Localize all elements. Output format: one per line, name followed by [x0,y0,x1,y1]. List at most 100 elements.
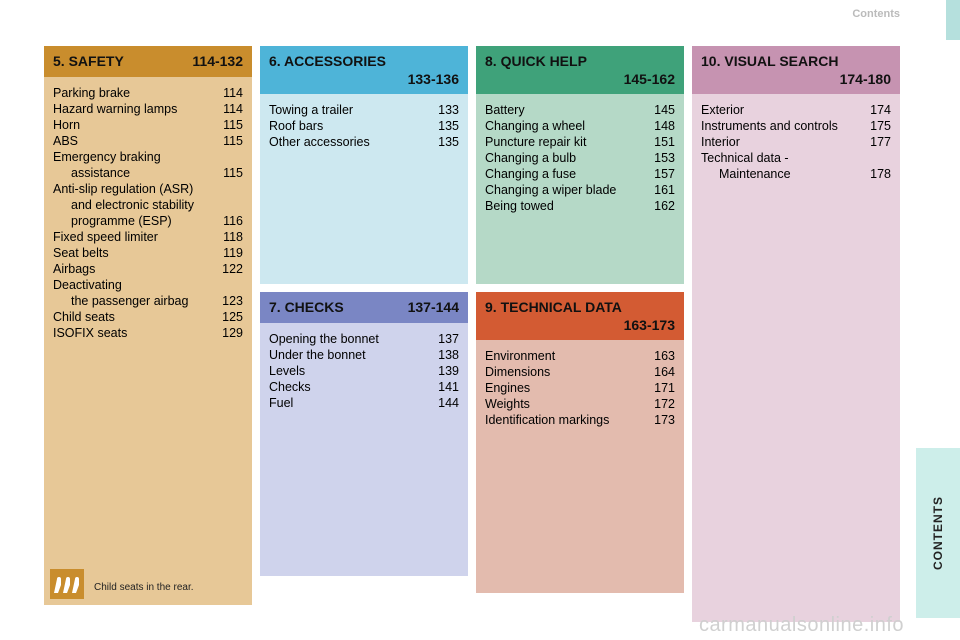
item-page: 137 [429,331,459,347]
side-accent-top [946,0,960,40]
table-row: Technical data - Maintenance178 [701,150,891,182]
table-row: Weights172 [485,396,675,412]
item-label: Other accessories [269,134,429,150]
table-row: Changing a wheel148 [485,118,675,134]
card-tech-title: 9. TECHNICAL DATA [485,299,622,315]
card-checks-range: 137-144 [408,299,459,317]
item-page: 135 [429,134,459,150]
item-page: 122 [213,261,243,277]
item-cont: the passenger airbag [53,293,213,309]
table-row: Towing a trailer133 [269,102,459,118]
table-row: Horn115 [53,117,243,133]
item-label: Dimensions [485,364,645,380]
item-label: Instruments and controls [701,118,861,134]
item-page: 157 [645,166,675,182]
table-row: Opening the bonnet137 [269,331,459,347]
item-page: 115 [213,165,243,181]
table-row: Other accessories135 [269,134,459,150]
card-visual-head: 10. VISUAL SEARCH 174-180 [692,46,900,94]
table-row: Deactivating the passenger airbag123 [53,277,243,309]
table-row: Exterior174 [701,102,891,118]
child-seats-text: Child seats in the rear. [94,582,194,599]
side-tab-label: CONTENTS [931,496,945,570]
table-row: ABS115 [53,133,243,149]
card-checks-head: 7. CHECKS 137-144 [260,292,468,323]
table-row: Puncture repair kit151 [485,134,675,150]
item-page: 129 [213,325,243,341]
item-label: Anti-slip regulation (ASR) [53,182,193,196]
item-page: 163 [645,348,675,364]
table-row: Identification markings173 [485,412,675,428]
side-tab-contents: CONTENTS [916,448,960,618]
item-page: 171 [645,380,675,396]
card-checks-title: 7. CHECKS [269,299,344,317]
card-safety-range: 114-132 [192,53,243,71]
item-page: 114 [213,101,243,117]
card-accessories-title: 6. ACCESSORIES [269,53,386,69]
item-label: Checks [269,379,429,395]
item-cont2: programme (ESP) [53,213,213,229]
item-page: 114 [213,85,243,101]
page-header: Contents [852,8,900,20]
card-quick-body: Battery145 Changing a wheel148 Puncture … [476,94,684,284]
table-row: Fixed speed limiter118 [53,229,243,245]
card-visual-body: Exterior174 Instruments and controls175 … [692,94,900,622]
item-page: 123 [213,293,243,309]
table-row: Emergency braking assistance115 [53,149,243,181]
table-row: Instruments and controls175 [701,118,891,134]
item-label: Airbags [53,261,213,277]
item-cont: Maintenance [701,166,861,182]
item-label: Changing a fuse [485,166,645,182]
item-page: 148 [645,118,675,134]
card-safety-head: 5. SAFETY 114-132 [44,46,252,77]
item-page: 172 [645,396,675,412]
table-row: Hazard warning lamps114 [53,101,243,117]
item-page: 115 [213,133,243,149]
item-page: 144 [429,395,459,411]
card-visual-title: 10. VISUAL SEARCH [701,53,838,69]
item-page: 116 [213,213,243,229]
card-technical-data: 9. TECHNICAL DATA 163-173 Environment163… [476,292,684,593]
item-page: 177 [861,134,891,150]
item-label: Identification markings [485,412,645,428]
card-quick-title: 8. QUICK HELP [485,53,587,69]
table-row: Roof bars135 [269,118,459,134]
item-label: Under the bonnet [269,347,429,363]
card-tech-head: 9. TECHNICAL DATA 163-173 [476,292,684,340]
card-accessories-range: 133-136 [269,71,459,89]
item-label: Engines [485,380,645,396]
child-seats-note: Child seats in the rear. [50,569,246,599]
item-label: Towing a trailer [269,102,429,118]
table-row: Fuel144 [269,395,459,411]
table-row: Changing a wiper blade161 [485,182,675,198]
item-cont: assistance [53,165,213,181]
item-page: 139 [429,363,459,379]
card-checks: 7. CHECKS 137-144 Opening the bonnet137 … [260,292,468,576]
item-label: Being towed [485,198,645,214]
item-label: Environment [485,348,645,364]
table-row: Parking brake114 [53,85,243,101]
table-row: Being towed162 [485,198,675,214]
item-page: 175 [861,118,891,134]
card-tech-range: 163-173 [485,317,675,335]
item-page: 115 [213,117,243,133]
table-row: Dimensions164 [485,364,675,380]
watermark: carmanualsonline.info [699,614,904,637]
table-row: Environment163 [485,348,675,364]
item-page: 145 [645,102,675,118]
item-page: 135 [429,118,459,134]
item-page: 162 [645,198,675,214]
table-row: Anti-slip regulation (ASR) and electroni… [53,181,243,229]
card-quick-help: 8. QUICK HELP 145-162 Battery145 Changin… [476,46,684,284]
item-page: 119 [213,245,243,261]
card-accessories-head: 6. ACCESSORIES 133-136 [260,46,468,94]
item-label: Fuel [269,395,429,411]
item-page: 153 [645,150,675,166]
item-label: Weights [485,396,645,412]
item-label: Opening the bonnet [269,331,429,347]
item-page: 174 [861,102,891,118]
card-quick-range: 145-162 [485,71,675,89]
card-checks-body: Opening the bonnet137 Under the bonnet13… [260,323,468,576]
item-label: Changing a wiper blade [485,182,645,198]
item-page: 138 [429,347,459,363]
